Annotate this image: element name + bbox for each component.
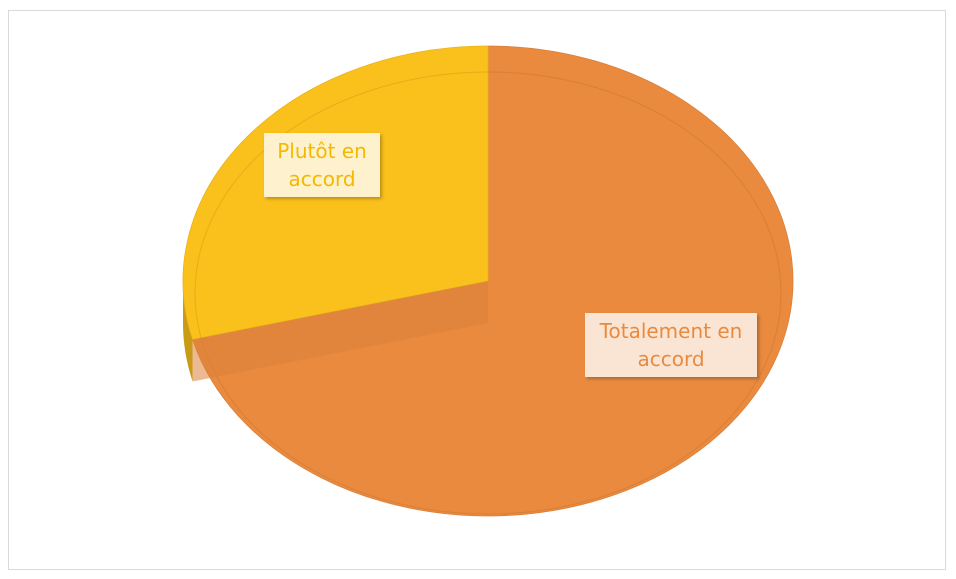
data-label-totalement-en-accord: Totalement en accord xyxy=(585,313,757,377)
pie-bevel xyxy=(194,71,782,515)
data-label-plutot-en-accord: Plutôt en accord xyxy=(264,133,380,197)
pie-chart xyxy=(182,45,794,517)
pie-side-plut-t-en-accord xyxy=(183,281,193,382)
chart-area: Totalement en accord Plutôt en accord xyxy=(8,10,946,570)
pie-cut-wall xyxy=(192,281,488,382)
pie-slice-totalement-en-accord xyxy=(192,45,794,517)
